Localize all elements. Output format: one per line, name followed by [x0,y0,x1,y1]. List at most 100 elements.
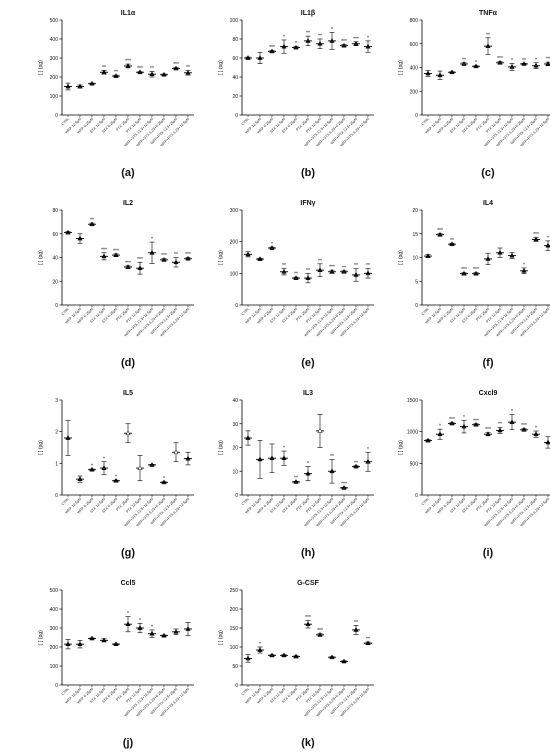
data-point [317,267,323,273]
significance-label: ** [186,65,190,71]
significance-label: ** [354,460,358,466]
data-point [509,419,515,425]
significance-label: *** [473,418,479,424]
y-tick-label: 100 [50,94,59,100]
y-tick-label: 1000 [407,430,418,436]
y-tick-label: 40 [52,256,58,262]
significance-label: ** [546,57,550,63]
data-point [365,640,371,646]
panel-title: IFNγ [300,200,315,207]
significance-label: ** [114,70,118,76]
significance-label: *** [533,232,539,238]
significance-label: * [331,27,333,33]
significance-label: *** [161,253,167,259]
y-tick-label: 60 [52,232,58,238]
significance-label: *** [137,66,143,72]
data-point [521,267,527,273]
y-tick-label: 5 [415,279,418,285]
significance-label: *** [497,56,503,62]
y-tick-label: 200 [50,645,59,651]
significance-label: ** [306,268,310,274]
significance-label: * [139,618,141,624]
y-tick-label: 150 [230,626,239,632]
y-tick-label: 1500 [407,398,418,404]
y-tick-label: 400 [50,607,59,613]
x-tick-label: CTRL [241,497,250,506]
y-tick-label: 500 [410,461,419,467]
significance-label: *** [269,45,275,51]
x-tick-label: CTRL [241,687,250,696]
y-axis-label: [ ] (pg) [38,630,44,645]
data-point [281,268,287,274]
y-tick-label: 0 [235,493,238,499]
y-tick-label: 0 [55,303,58,309]
significance-label: * [295,41,297,47]
y-axis-label: [ ] (pg) [218,250,224,265]
data-point [485,431,491,437]
data-point [329,468,335,474]
significance-label: ** [366,263,370,269]
y-tick-label: 20 [52,279,58,285]
data-point [449,241,455,247]
data-point [509,63,515,69]
y-axis-label: [ ] (pg) [38,60,44,75]
data-point [353,463,359,469]
significance-label: ** [498,422,502,428]
data-point [125,264,131,269]
data-point [437,231,443,237]
x-tick-label: CTRL [241,117,250,126]
significance-label: ** [342,265,346,271]
data-point [497,427,503,433]
y-tick-label: 400 [410,66,419,72]
data-point [257,456,263,462]
significance-label: ** [318,34,322,40]
y-axis-label: [ ] (pg) [38,440,44,455]
significance-label: * [439,424,441,430]
data-point [137,265,143,271]
data-point [245,251,251,257]
data-point [437,431,443,437]
significance-label: *** [341,39,347,45]
significance-label: * [547,235,549,241]
data-point [365,43,371,49]
y-tick-label: 1 [55,461,58,467]
data-point [89,466,95,472]
significance-label: *** [473,267,479,273]
data-point [89,80,95,86]
significance-label: * [271,242,273,248]
y-tick-label: 30 [232,422,238,428]
y-tick-label: 10 [232,469,238,475]
data-point [101,637,107,643]
data-point [77,235,83,241]
panel-letter: (d) [121,357,135,369]
significance-label: ** [174,252,178,258]
panel-title: G-CSF [297,580,320,587]
y-tick-label: 100 [50,664,59,670]
significance-label: ** [294,272,298,278]
significance-label: *** [329,265,335,271]
data-point [293,44,299,50]
y-tick-label: 500 [50,588,59,594]
data-point [65,435,71,440]
data-point [257,55,263,60]
data-point [173,628,179,634]
y-axis-label: [ ] (pg) [218,440,224,455]
data-point [101,465,107,470]
data-point [485,256,491,261]
significance-label: ** [330,454,334,460]
data-point [113,641,119,646]
data-point [329,268,335,274]
data-point [425,253,431,258]
panel-letter: (e) [301,357,315,369]
y-tick-label: 40 [232,75,238,81]
data-point [161,256,167,262]
data-point [497,249,503,255]
significance-label: * [259,642,261,648]
data-point [305,470,311,476]
panel-letter: (k) [301,737,315,749]
data-point [257,256,263,261]
significance-label: * [103,456,105,462]
y-axis-label: [ ] (pg) [398,60,404,75]
